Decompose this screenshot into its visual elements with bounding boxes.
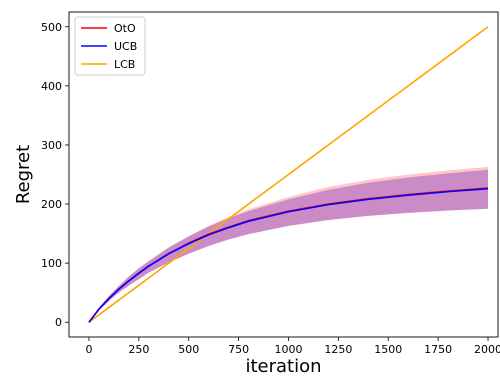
series-lines xyxy=(88,26,489,323)
confidence-bands xyxy=(88,166,489,323)
series-line-ucb xyxy=(88,187,489,323)
y-tick-label: 0 xyxy=(55,316,62,329)
y-axis-ticks: 0 100 200 300 400 500 xyxy=(41,21,69,329)
x-axis-label: iteration xyxy=(245,356,321,377)
x-tick-label: 1000 xyxy=(274,343,302,356)
x-tick-label: 0 xyxy=(85,343,92,356)
series-line-lcb xyxy=(88,26,489,323)
x-axis-ticks: 0 250 500 750 1000 1250 1500 1750 2000 xyxy=(85,337,500,356)
y-tick-label: 200 xyxy=(41,198,62,211)
x-tick-label: 1750 xyxy=(424,343,452,356)
x-tick-label: 500 xyxy=(178,343,199,356)
band-oto xyxy=(88,166,489,323)
legend-box xyxy=(74,16,146,76)
y-tick-label: 500 xyxy=(41,21,62,34)
legend-label-oto: OtO xyxy=(114,22,136,35)
y-tick-label: 300 xyxy=(41,139,62,152)
x-tick-label: 250 xyxy=(128,343,149,356)
legend: OtO UCB LCB xyxy=(74,16,146,76)
x-tick-label: 2000 xyxy=(474,343,500,356)
y-axis-label: Regret xyxy=(13,145,34,204)
plot-frame xyxy=(68,11,499,338)
y-tick-label: 400 xyxy=(41,80,62,93)
x-tick-label: 1250 xyxy=(324,343,352,356)
x-tick-label: 1500 xyxy=(374,343,402,356)
band-ucb xyxy=(88,169,489,323)
legend-label-lcb: LCB xyxy=(114,58,135,71)
legend-label-ucb: UCB xyxy=(114,40,137,53)
y-tick-label: 100 xyxy=(41,257,62,270)
x-tick-label: 750 xyxy=(228,343,249,356)
